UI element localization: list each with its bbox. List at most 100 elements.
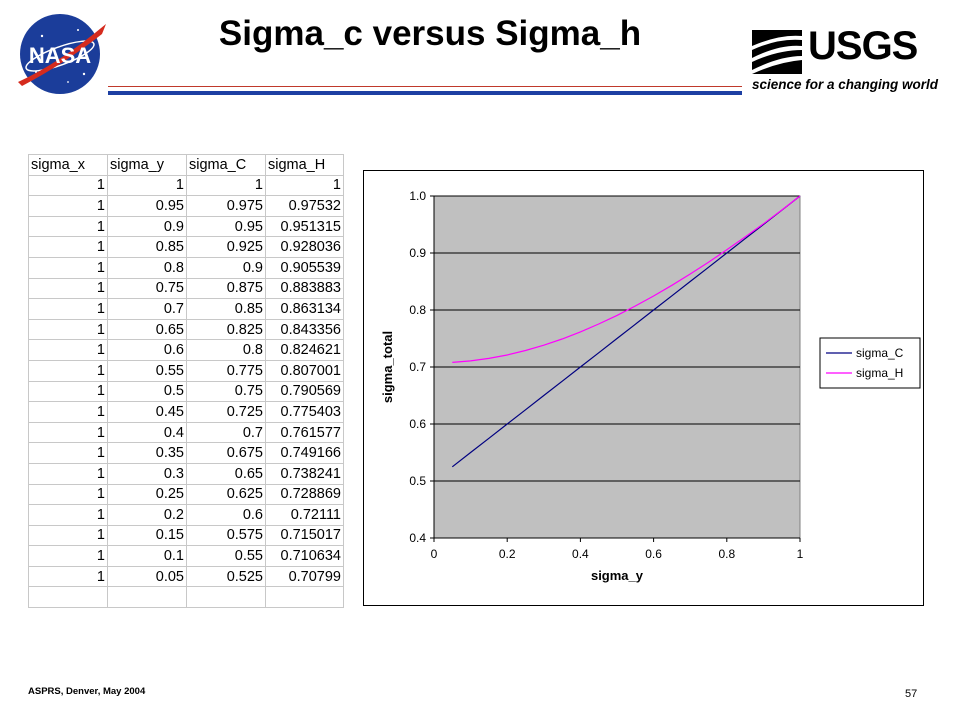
table-cell: 0.738241 <box>265 462 344 485</box>
y-tick-label: 1.0 <box>409 189 426 203</box>
table-cell: 0.55 <box>186 545 266 567</box>
table-cell: 0.85 <box>107 236 187 258</box>
table-row: 1 0.65 0.825 0.843356 <box>28 318 344 341</box>
x-axis-label: sigma_y <box>591 568 644 583</box>
nasa-logo: NASA <box>12 12 108 96</box>
table-row: 1 0.45 0.725 0.775403 <box>28 401 344 423</box>
series-line-sigma_H <box>452 195 801 363</box>
table-cell: 1 <box>28 565 108 588</box>
table-row: 1 0.3 0.65 0.738241 <box>28 462 344 485</box>
table-cell: 0.35 <box>107 442 187 464</box>
table-cell: 0.675 <box>186 442 266 464</box>
table-cell: 1 <box>28 256 108 279</box>
table-row: 1 0.6 0.8 0.824621 <box>28 339 344 361</box>
table-cell: 1 <box>28 359 108 382</box>
table-cell <box>107 586 187 609</box>
table-cell: 0.975 <box>186 195 266 217</box>
table-cell: 1 <box>28 318 108 341</box>
table-cell <box>265 586 344 609</box>
table-cell: 1 <box>28 277 108 300</box>
table-cell: 0.75 <box>107 277 187 300</box>
table-row: 1 0.15 0.575 0.715017 <box>28 524 344 547</box>
table-row: 1 0.35 0.675 0.749166 <box>28 442 344 464</box>
table-cell: 0.863134 <box>265 298 344 320</box>
table-cell: 0.775 <box>186 359 266 382</box>
page-number: 57 <box>905 688 918 700</box>
table-cell: 0.843356 <box>265 318 344 341</box>
table-cell: 0.825 <box>186 318 266 341</box>
table-cell: 0.625 <box>186 483 266 506</box>
table-cell: 0.95 <box>186 215 266 238</box>
table-cell: 0.05 <box>107 565 187 588</box>
slide-title: Sigma_c versus Sigma_h <box>218 14 642 53</box>
x-tick-label: 0.6 <box>645 547 662 561</box>
table-row: 1 0.2 0.6 0.72111 <box>28 504 344 526</box>
usgs-tagline: science for a changing world <box>752 77 939 92</box>
table-cell: 0.925 <box>186 236 266 258</box>
table-row <box>28 586 344 609</box>
title-rule-red <box>108 86 742 87</box>
table-cell: 0.45 <box>107 401 187 423</box>
usgs-wordmark: USGS <box>808 24 918 68</box>
y-tick-label: 0.5 <box>409 474 426 488</box>
table-header-row: sigma_x sigma_y sigma_C sigma_H <box>28 154 344 176</box>
table-header-cell: sigma_y <box>107 154 187 176</box>
table-cell: 0.728869 <box>265 483 344 506</box>
table-cell: 0.6 <box>107 339 187 361</box>
y-tick-label: 0.7 <box>409 360 426 374</box>
table-cell: 0.8 <box>107 256 187 279</box>
title-rule-blue <box>108 91 742 95</box>
x-tick-label: 0.2 <box>499 547 516 561</box>
legend-label: sigma_H <box>856 366 903 380</box>
legend-label: sigma_C <box>856 346 904 360</box>
table-cell: 1 <box>28 380 108 403</box>
table-cell: 0.525 <box>186 565 266 588</box>
table-cell: 0.2 <box>107 504 187 526</box>
table-cell: 0.1 <box>107 545 187 567</box>
table-cell: 1 <box>28 236 108 258</box>
table-cell: 0.75 <box>186 380 266 403</box>
table-cell: 1 <box>28 524 108 547</box>
table-row: 1 0.9 0.95 0.951315 <box>28 215 344 238</box>
nasa-wordmark: NASA <box>29 43 91 68</box>
table-cell: 0.6 <box>186 504 266 526</box>
table-cell: 0.905539 <box>265 256 344 279</box>
y-tick-label: 0.8 <box>409 303 426 317</box>
table-cell: 1 <box>107 174 187 197</box>
table-cell: 0.97532 <box>265 195 344 217</box>
x-tick-label: 0.8 <box>718 547 735 561</box>
series-line-sigma_C <box>451 195 801 468</box>
table-cell: 1 <box>28 504 108 526</box>
table-row: 1 0.1 0.55 0.710634 <box>28 545 344 567</box>
table-cell: 1 <box>28 401 108 423</box>
table-cell: 0.70799 <box>265 565 344 588</box>
table-cell: 0.85 <box>186 298 266 320</box>
table-cell: 0.749166 <box>265 442 344 464</box>
table-cell: 0.8 <box>186 339 266 361</box>
table-cell: 1 <box>28 195 108 217</box>
table-cell: 0.65 <box>107 318 187 341</box>
table-cell: 0.5 <box>107 380 187 403</box>
table-cell: 0.9 <box>186 256 266 279</box>
table-cell: 1 <box>28 298 108 320</box>
table-cell <box>186 586 266 609</box>
table-cell: 1 <box>28 462 108 485</box>
table-cell: 0.883883 <box>265 277 344 300</box>
y-tick-label: 0.9 <box>409 246 426 260</box>
table-row: 1 0.25 0.625 0.728869 <box>28 483 344 506</box>
table-cell: 0.65 <box>186 462 266 485</box>
table-cell: 0.928036 <box>265 236 344 258</box>
y-axis-label: sigma_total <box>380 331 395 403</box>
table-row: 1 0.95 0.975 0.97532 <box>28 195 344 217</box>
table-row: 1 0.8 0.9 0.905539 <box>28 256 344 279</box>
table-cell: 1 <box>28 442 108 464</box>
table-row: 1 0.75 0.875 0.883883 <box>28 277 344 300</box>
footer-conference: ASPRS, Denver, May 2004 <box>28 686 146 697</box>
table-cell: 0.15 <box>107 524 187 547</box>
y-tick-label: 0.6 <box>409 417 426 431</box>
table-cell: 1 <box>28 215 108 238</box>
table-cell: 1 <box>186 174 266 197</box>
table-cell: 1 <box>28 545 108 567</box>
table-cell: 0.715017 <box>265 524 344 547</box>
